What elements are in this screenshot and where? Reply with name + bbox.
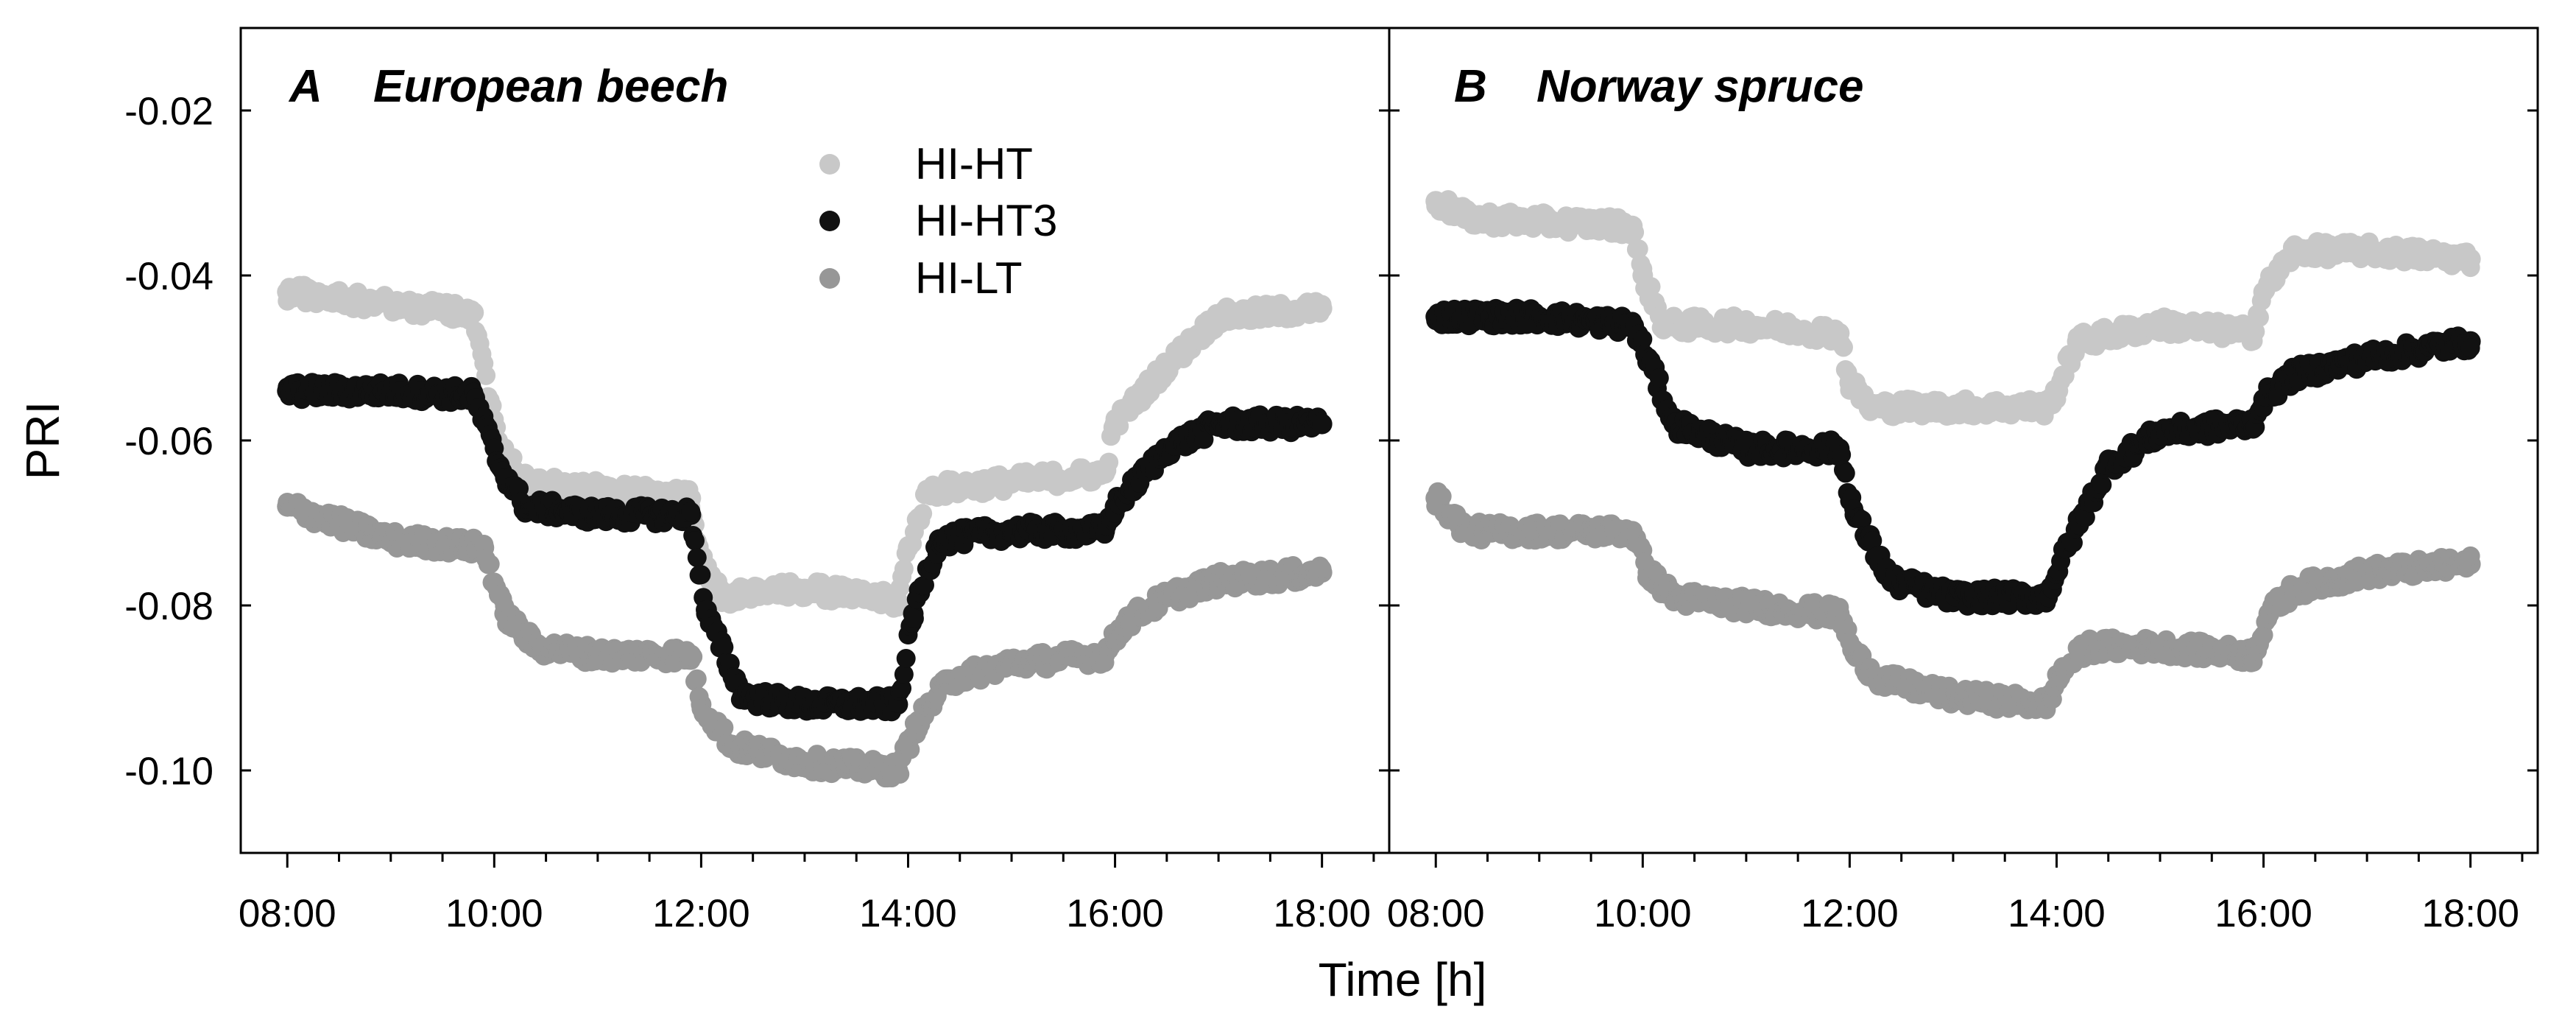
data-point	[904, 608, 924, 628]
data-point	[1099, 452, 1119, 472]
data-point	[687, 548, 707, 568]
series-hi-lt	[1425, 482, 2481, 720]
series-hi-ht3	[1425, 298, 2481, 616]
legend-label-hi-ht: HI-HT	[915, 139, 1033, 189]
data-point	[1641, 277, 1661, 297]
data-point	[1633, 259, 1653, 279]
data-point	[687, 669, 707, 689]
data-point	[714, 637, 734, 657]
data-point	[1649, 368, 1669, 388]
panel-b-letter: B	[1454, 61, 1487, 112]
data-point	[685, 531, 705, 551]
panel-b: B Norway spruce	[1388, 27, 2539, 854]
data-point	[476, 365, 496, 385]
data-point	[1109, 416, 1129, 436]
panel-b-series-layer	[1425, 190, 2481, 720]
data-point	[1432, 486, 1452, 506]
x-tick-label: 18:00	[1273, 892, 1371, 935]
legend-marker-hi-lt	[819, 268, 840, 289]
x-tick-label: 12:00	[1801, 892, 1899, 935]
data-point	[474, 534, 494, 554]
y-tick-label: -0.10	[124, 750, 214, 793]
legend-marker-hi-ht	[819, 154, 840, 175]
series-hi-lt	[277, 492, 1333, 788]
data-point	[691, 565, 711, 585]
data-point	[1312, 295, 1332, 315]
y-axis-title: PRI	[16, 401, 69, 480]
panel-b-title: Norway spruce	[1536, 61, 1864, 112]
x-tick-label: 08:00	[1387, 892, 1485, 935]
data-point	[480, 554, 500, 574]
y-tick-label: -0.08	[124, 585, 214, 628]
legend-label-hi-lt: HI-LT	[915, 253, 1023, 303]
data-point	[1832, 445, 1852, 465]
data-point	[2460, 546, 2480, 566]
data-point	[1625, 222, 1645, 242]
data-point	[913, 504, 933, 524]
legend: HI-HT HI-HT3 HI-LT	[819, 139, 1057, 303]
series-hi-ht	[1425, 190, 2481, 426]
data-point	[2249, 307, 2269, 327]
data-point	[683, 647, 703, 667]
data-point	[1852, 510, 1872, 530]
data-point	[1194, 429, 1214, 449]
x-tick-label: 16:00	[2215, 892, 2312, 935]
data-point	[894, 559, 914, 579]
series-hi-ht3	[277, 373, 1333, 722]
panel-a-series-layer	[277, 275, 1333, 788]
panel-a-title: European beech	[373, 61, 728, 112]
legend-label-hi-ht3: HI-HT3	[915, 196, 1057, 245]
data-point	[714, 717, 734, 737]
data-point	[1633, 329, 1653, 349]
panel-a-letter: A	[288, 61, 322, 112]
data-point	[896, 649, 916, 669]
data-point	[1628, 239, 1648, 259]
x-tick-label: 16:00	[1066, 892, 1164, 935]
data-point	[1835, 463, 1855, 483]
x-axis-title: Time [h]	[1319, 953, 1487, 1006]
data-point	[2092, 475, 2112, 495]
data-point	[1833, 337, 1853, 357]
y-tick-label: -0.04	[124, 255, 214, 298]
data-point	[890, 764, 910, 784]
data-point	[1312, 414, 1332, 434]
panel-a: A European beech	[239, 27, 1391, 854]
data-point	[894, 664, 914, 684]
panel-a-frame	[239, 27, 1391, 854]
x-tick-label: 18:00	[2421, 892, 2519, 935]
data-point	[1312, 559, 1332, 579]
data-point	[914, 575, 934, 595]
x-tick-label: 08:00	[239, 892, 336, 935]
x-tick-label: 14:00	[2008, 892, 2106, 935]
y-tick-label: -0.06	[124, 420, 214, 463]
data-point	[888, 597, 908, 617]
x-tick-label: 14:00	[859, 892, 957, 935]
panel-b-frame	[1388, 27, 2539, 854]
legend-marker-hi-ht3	[819, 211, 840, 231]
data-point	[679, 479, 699, 499]
series-hi-ht	[277, 275, 1333, 618]
x-tick-label: 10:00	[445, 892, 543, 935]
y-tick-label: -0.02	[124, 90, 214, 133]
y-axis: -0.02 -0.04 -0.06 -0.08 -0.10	[124, 90, 2538, 793]
data-point	[1863, 530, 1882, 550]
data-point	[681, 502, 701, 521]
data-point	[464, 303, 484, 323]
data-point	[720, 653, 740, 673]
data-point	[2460, 258, 2480, 278]
x-tick-label: 12:00	[652, 892, 750, 935]
data-point	[2075, 507, 2095, 527]
x-tick-label: 10:00	[1594, 892, 1692, 935]
x-axis: 08:00 10:00 12:00 14:00 16:00 18:00 08:00 10:00…	[239, 853, 2524, 935]
data-point	[2460, 338, 2480, 358]
